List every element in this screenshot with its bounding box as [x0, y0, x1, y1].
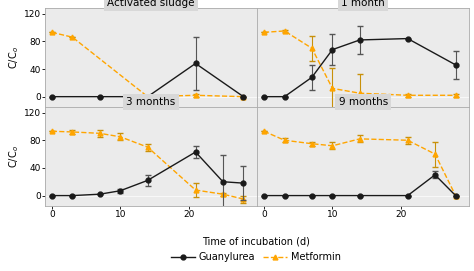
Text: Time of incubation (d): Time of incubation (d)	[202, 236, 310, 246]
Title: 1 month: 1 month	[341, 0, 385, 8]
Title: 9 months: 9 months	[338, 97, 388, 107]
Title: Activated sludge: Activated sludge	[107, 0, 195, 8]
Y-axis label: C/C$_o$: C/C$_o$	[7, 145, 21, 168]
Y-axis label: C/C$_o$: C/C$_o$	[7, 46, 21, 69]
Legend: Guanylurea, Metformin: Guanylurea, Metformin	[167, 248, 345, 266]
Title: 3 months: 3 months	[127, 97, 176, 107]
